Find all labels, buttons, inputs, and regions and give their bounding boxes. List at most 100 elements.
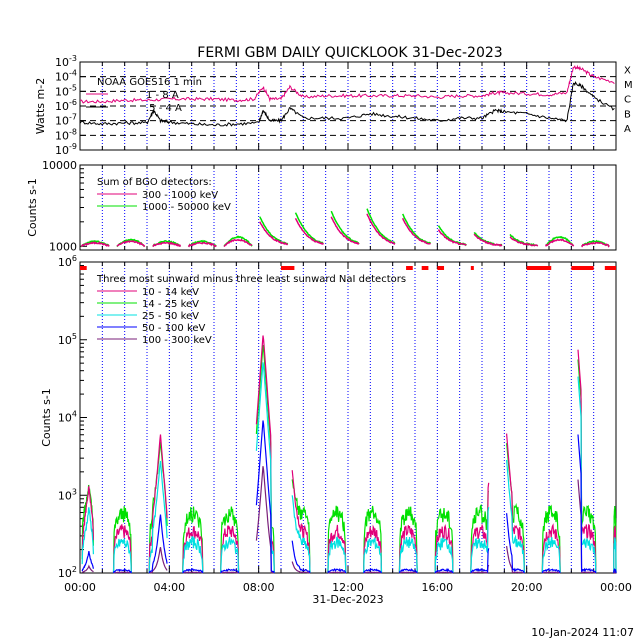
nai-series-line bbox=[506, 513, 525, 574]
nai-y-tick-label: 102 bbox=[58, 565, 77, 580]
figure-title: FERMI GBM DAILY QUICKLOOK 31-Dec-2023 bbox=[197, 45, 502, 61]
nai-series-line bbox=[399, 571, 418, 574]
nai-series-line bbox=[541, 536, 561, 574]
nai-series-line bbox=[291, 495, 311, 574]
bgo-series-line bbox=[223, 235, 253, 247]
nai-series-line bbox=[398, 525, 418, 574]
nai-series-line bbox=[81, 551, 94, 572]
nai-y-tick-label: 104 bbox=[58, 410, 77, 425]
nai-series-line bbox=[613, 537, 617, 574]
nai-series-line bbox=[506, 546, 525, 574]
nai-series-line bbox=[291, 470, 311, 574]
bgo-series-line bbox=[187, 241, 217, 248]
saa-bar bbox=[406, 266, 413, 270]
nai-y-tick-label: 105 bbox=[58, 332, 77, 347]
bgo-series-line bbox=[366, 213, 396, 246]
nai-series-line bbox=[112, 506, 132, 574]
nai-legend-label: 100 - 300 keV bbox=[142, 335, 212, 346]
nai-series-line bbox=[291, 561, 311, 574]
nai-series-line bbox=[470, 564, 490, 574]
goes-class-label: C bbox=[624, 95, 631, 106]
saa-bar bbox=[604, 266, 616, 270]
bgo-series-line bbox=[402, 217, 431, 245]
bgo-legend-label: 300 - 1000 keV bbox=[142, 190, 218, 201]
bgo-series-line bbox=[116, 240, 146, 248]
nai-series-line bbox=[541, 568, 561, 574]
nai-legend-label: 10 - 14 keV bbox=[142, 287, 199, 298]
goes-y-tick-label: 10-4 bbox=[55, 69, 77, 84]
nai-series-line bbox=[470, 507, 490, 574]
saa-bar bbox=[526, 266, 552, 270]
nai-series-line bbox=[327, 536, 347, 574]
goes-class-label: M bbox=[624, 80, 633, 91]
nai-series-line bbox=[112, 568, 132, 574]
nai-series-line bbox=[81, 507, 94, 565]
bgo-series-line bbox=[437, 229, 467, 246]
nai-y-axis-label: Counts s-1 bbox=[40, 388, 53, 447]
goes-series-line bbox=[79, 64, 615, 104]
nai-series-line bbox=[220, 506, 240, 574]
nai-series-line bbox=[291, 540, 311, 574]
goes-y-tick-label: 10-8 bbox=[55, 127, 77, 142]
nai-series-line bbox=[112, 524, 132, 574]
bgo-y-axis-label: Counts s-1 bbox=[26, 178, 39, 237]
x-tick-label: 12:00 bbox=[332, 581, 364, 594]
goes-y-tick-label: 10-5 bbox=[55, 83, 77, 98]
x-tick-label: 08:00 bbox=[243, 581, 275, 594]
nai-series-line bbox=[220, 536, 240, 574]
goes-y-tick-label: 10-9 bbox=[55, 142, 77, 157]
x-tick-label: 20:00 bbox=[511, 581, 543, 594]
nai-y-tick-label: 103 bbox=[58, 487, 77, 502]
bgo-series-line bbox=[223, 238, 253, 248]
bgo-series-line bbox=[545, 235, 574, 247]
nai-series-line bbox=[398, 536, 418, 574]
nai-series-line bbox=[470, 548, 490, 574]
saa-bar bbox=[470, 266, 474, 270]
nai-series-line bbox=[220, 525, 240, 574]
bgo-series-line bbox=[545, 238, 575, 247]
x-tick-label: 00:00 bbox=[600, 581, 632, 594]
nai-series-line bbox=[541, 504, 561, 574]
goes-y-tick-label: 10-3 bbox=[55, 54, 77, 69]
nai-series-line bbox=[398, 506, 418, 574]
goes-legend-label: NOAA GOES16 1 min bbox=[97, 77, 202, 88]
goes-class-label: B bbox=[624, 109, 631, 120]
goes-y-tick-label: 10-7 bbox=[55, 113, 77, 128]
footer-timestamp: 10-Jan-2024 11:07 bbox=[531, 626, 634, 639]
nai-legend-label: 50 - 100 keV bbox=[142, 323, 206, 334]
nai-series-line bbox=[470, 482, 490, 574]
nai-legend-label: 25 - 50 keV bbox=[142, 311, 199, 322]
nai-series-line bbox=[470, 489, 490, 574]
goes-legend-label: 1 - 8 A bbox=[146, 90, 179, 101]
nai-series-line bbox=[148, 547, 168, 574]
bgo-series-line bbox=[473, 233, 503, 247]
nai-series-line bbox=[434, 508, 454, 574]
goes-legend-label: .5 - 4 A bbox=[146, 103, 182, 114]
bgo-series-line bbox=[259, 221, 289, 246]
bgo-series-line bbox=[366, 208, 396, 244]
nai-series-line bbox=[327, 505, 347, 574]
x-tick-label: 04:00 bbox=[153, 581, 185, 594]
bgo-series-line bbox=[330, 216, 360, 245]
bgo-legend-title: Sum of BGO detectors: bbox=[97, 177, 212, 188]
nai-series-line bbox=[148, 460, 168, 574]
saa-bar bbox=[421, 266, 429, 270]
bgo-series-line bbox=[294, 217, 324, 245]
saa-bar bbox=[437, 266, 445, 270]
x-tick-label: 16:00 bbox=[421, 581, 453, 594]
nai-series-line bbox=[182, 568, 204, 574]
nai-series-line bbox=[220, 568, 240, 574]
nai-series-line bbox=[434, 571, 454, 574]
nai-series-line bbox=[112, 538, 132, 574]
saa-bar bbox=[281, 266, 295, 270]
nai-series-line bbox=[363, 571, 382, 574]
nai-series-line bbox=[363, 568, 383, 574]
nai-series-line bbox=[182, 536, 204, 574]
goes-class-label: X bbox=[624, 65, 631, 76]
nai-series-line bbox=[363, 537, 383, 574]
nai-series-line bbox=[182, 506, 204, 574]
nai-series-line bbox=[327, 567, 347, 574]
